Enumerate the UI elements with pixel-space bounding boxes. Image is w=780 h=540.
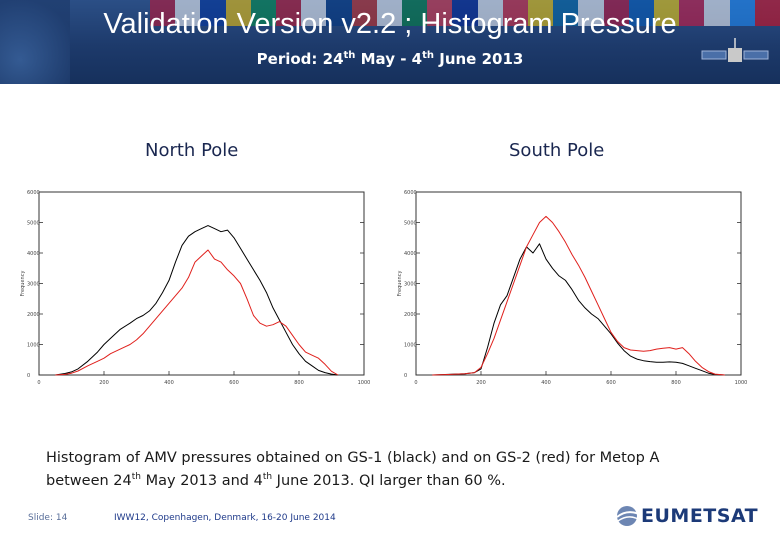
eumetsat-logo-text: EUMETSAT — [641, 505, 759, 527]
flag — [679, 0, 705, 26]
south-ylabel: Frequency — [397, 271, 403, 297]
header-banner: Validation Version v2.2 ; Histogram Pres… — [0, 0, 780, 84]
period-subtitle: Period: 24th May - 4th June 2013 — [256, 50, 524, 68]
north-ylabel: Frequency — [20, 271, 26, 297]
caption-line-2: between 24th May 2013 and 4th June 2013.… — [46, 472, 506, 489]
flag — [200, 0, 226, 26]
south-xtick-label: 600 — [606, 380, 616, 386]
flag — [553, 0, 579, 26]
south-xtick-label: 800 — [671, 380, 681, 386]
south-series-gs2 — [432, 215, 725, 376]
event-footer: IWW12, Copenhagen, Denmark, 16-20 June 2… — [114, 513, 336, 523]
flag — [150, 0, 176, 26]
flag — [628, 0, 655, 26]
north-pole-label: North Pole — [145, 140, 239, 161]
flag — [402, 0, 428, 26]
north-ytick-label: 0 — [27, 373, 30, 379]
flag — [654, 0, 680, 26]
south-ytick-label: 6000 — [404, 190, 417, 196]
south-series-gs1 — [432, 243, 725, 376]
south-xtick-label: 0 — [414, 380, 417, 386]
slide-number: Slide: 14 — [28, 513, 68, 523]
south-pole-histogram: 0 1000 2000 3000 4000 5000 6000 0 200 400 600 800 10… — [397, 190, 748, 386]
north-series-gs1 — [55, 225, 339, 376]
page-title: Validation Version v2.2 ; Histogram Pres… — [103, 8, 677, 40]
south-ytick-label: 4000 — [404, 251, 417, 257]
south-xtick-label: 200 — [476, 380, 486, 386]
north-xtick-label: 200 — [99, 380, 109, 386]
flag — [276, 0, 302, 26]
north-xtick-label: 800 — [294, 380, 304, 386]
north-plot-frame — [38, 191, 365, 376]
flag — [250, 0, 277, 26]
flag — [351, 0, 377, 26]
flag — [376, 0, 403, 26]
north-ytick-label: 3000 — [27, 282, 40, 288]
north-xtick-label: 600 — [229, 380, 239, 386]
north-ytick-label: 5000 — [27, 221, 40, 227]
south-ytick-label: 3000 — [404, 282, 417, 288]
flag — [754, 0, 780, 26]
eumetsat-logo-icon — [616, 506, 640, 526]
flag — [603, 0, 629, 26]
north-xtick-label: 400 — [164, 380, 174, 386]
flag — [477, 0, 503, 26]
flag — [175, 0, 201, 26]
south-plot-frame — [415, 191, 742, 376]
south-xtick-label: 1000 — [735, 380, 748, 386]
caption-line-1: Histogram of AMV pressures obtained on G… — [46, 450, 660, 466]
flag — [301, 0, 327, 26]
north-ytick-label: 2000 — [27, 312, 40, 318]
south-xtick-label: 400 — [541, 380, 551, 386]
south-ytick-label: 0 — [404, 373, 407, 379]
south-pole-label: South Pole — [509, 140, 605, 161]
earth-graphic — [0, 0, 70, 84]
flag — [502, 0, 529, 26]
south-ytick-label: 1000 — [404, 343, 417, 349]
north-ytick-label: 4000 — [27, 251, 40, 257]
flag — [704, 0, 730, 26]
flag — [225, 0, 251, 26]
flag — [427, 0, 453, 26]
north-series-gs2 — [55, 249, 339, 376]
flag — [528, 0, 554, 26]
north-xtick-label: 1000 — [358, 380, 371, 386]
flag — [452, 0, 478, 26]
flag — [326, 0, 352, 26]
north-ytick-label: 1000 — [27, 343, 40, 349]
north-ytick-label: 6000 — [27, 190, 40, 196]
north-xtick-label: 0 — [37, 380, 40, 386]
flag — [729, 0, 755, 26]
satellite-icon — [701, 38, 769, 62]
south-ytick-label: 5000 — [404, 221, 417, 227]
south-ytick-label: 2000 — [404, 312, 417, 318]
flag — [578, 0, 604, 26]
flags-strip — [150, 0, 780, 26]
north-pole-histogram: 0 1000 2000 3000 4000 5000 6000 0 200 400 600 800 10… — [20, 190, 371, 386]
figure-caption: Histogram of AMV pressures obtained on G… — [46, 449, 766, 491]
